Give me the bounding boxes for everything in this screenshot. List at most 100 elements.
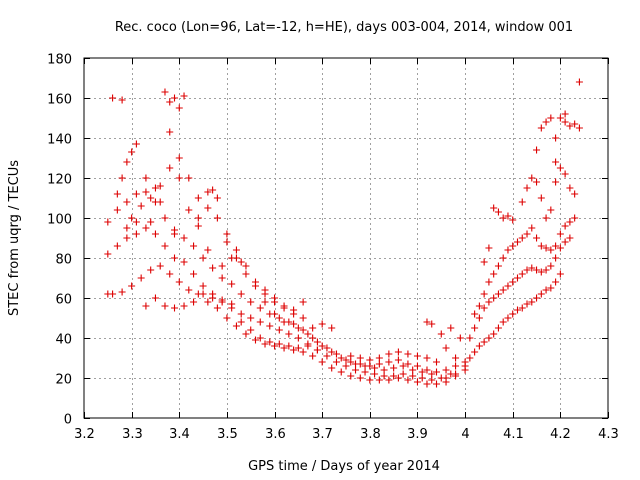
data-point xyxy=(499,318,507,326)
data-point xyxy=(166,98,174,106)
data-point xyxy=(223,230,231,238)
data-point xyxy=(480,258,488,266)
data-point xyxy=(571,190,579,198)
data-point xyxy=(523,300,531,308)
data-point xyxy=(556,244,564,252)
data-point xyxy=(537,268,545,276)
data-point xyxy=(537,290,545,298)
data-point xyxy=(271,310,279,318)
y-axis-label: STEC from uqrg / TECUs xyxy=(7,160,22,316)
data-point xyxy=(523,184,531,192)
data-point xyxy=(528,224,536,232)
data-point xyxy=(156,182,164,190)
data-point xyxy=(490,204,498,212)
data-point xyxy=(290,320,298,328)
data-point xyxy=(213,304,221,312)
y-tick-label: 140 xyxy=(47,133,72,148)
y-tick-label: 160 xyxy=(47,93,72,108)
data-point xyxy=(266,338,274,346)
data-point xyxy=(518,198,526,206)
data-point xyxy=(199,254,207,262)
data-point xyxy=(466,334,474,342)
data-point xyxy=(128,282,136,290)
data-point xyxy=(413,352,421,360)
data-point xyxy=(542,244,550,252)
data-point xyxy=(437,330,445,338)
data-point xyxy=(299,298,307,306)
data-point xyxy=(533,146,541,154)
data-point xyxy=(504,212,512,220)
data-point xyxy=(394,374,402,382)
data-point xyxy=(175,154,183,162)
data-point xyxy=(147,218,155,226)
data-point xyxy=(371,370,379,378)
data-point xyxy=(494,290,502,298)
data-point xyxy=(294,324,302,332)
data-point xyxy=(251,278,259,286)
data-point xyxy=(228,280,236,288)
data-point xyxy=(494,324,502,332)
data-point xyxy=(318,358,326,366)
data-point xyxy=(537,194,545,202)
data-point xyxy=(485,278,493,286)
data-point xyxy=(556,164,564,172)
data-point xyxy=(137,274,145,282)
data-point xyxy=(523,230,531,238)
data-point xyxy=(509,216,517,224)
data-point xyxy=(213,214,221,222)
data-point xyxy=(404,360,412,368)
data-point xyxy=(185,174,193,182)
x-tick-label: 3.7 xyxy=(312,427,333,442)
data-point xyxy=(156,262,164,270)
data-point xyxy=(394,356,402,364)
data-point xyxy=(175,174,183,182)
data-point xyxy=(552,158,560,166)
data-point xyxy=(533,266,541,274)
data-point xyxy=(413,378,421,386)
data-point xyxy=(204,298,212,306)
data-point xyxy=(542,214,550,222)
data-point xyxy=(561,118,569,126)
data-point xyxy=(356,354,364,362)
data-point xyxy=(399,370,407,378)
data-point xyxy=(261,340,269,348)
data-point xyxy=(409,366,417,374)
data-point xyxy=(256,334,264,342)
data-point xyxy=(256,318,264,326)
data-point xyxy=(142,188,150,196)
data-point xyxy=(304,330,312,338)
data-point xyxy=(423,366,431,374)
data-point xyxy=(337,368,345,376)
data-point xyxy=(218,296,226,304)
data-point xyxy=(404,350,412,358)
data-point xyxy=(423,318,431,326)
data-point xyxy=(485,334,493,342)
data-point xyxy=(361,368,369,376)
y-tick-label: 40 xyxy=(55,333,72,348)
data-point xyxy=(471,348,479,356)
data-points xyxy=(104,78,583,388)
data-point xyxy=(161,88,169,96)
data-point xyxy=(237,318,245,326)
data-point xyxy=(323,344,331,352)
data-point xyxy=(575,78,583,86)
data-point xyxy=(275,314,283,322)
y-tick-label: 60 xyxy=(55,293,72,308)
data-point xyxy=(304,342,312,350)
data-point xyxy=(156,198,164,206)
y-tick-label: 100 xyxy=(47,213,72,228)
data-point xyxy=(513,274,521,282)
data-point xyxy=(499,286,507,294)
data-point xyxy=(504,246,512,254)
data-point xyxy=(280,344,288,352)
data-point xyxy=(166,164,174,172)
data-point xyxy=(261,286,269,294)
data-point xyxy=(204,246,212,254)
data-point xyxy=(480,338,488,346)
data-point xyxy=(528,174,536,182)
data-point xyxy=(380,372,388,380)
data-point xyxy=(123,224,131,232)
data-point xyxy=(428,376,436,384)
data-point xyxy=(423,380,431,388)
